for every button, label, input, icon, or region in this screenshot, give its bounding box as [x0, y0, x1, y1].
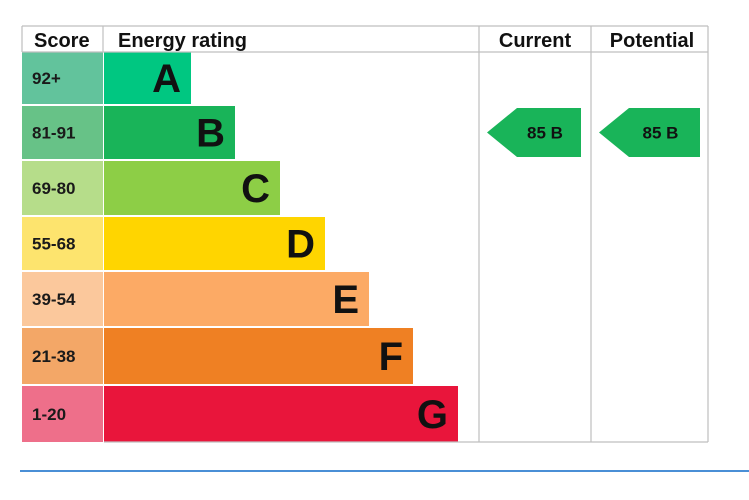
- band-letter-a: A: [152, 57, 181, 101]
- score-cell-b: [22, 106, 103, 159]
- score-label-c: 69-80: [32, 179, 75, 198]
- energy-rating-header: Energy rating: [118, 30, 247, 52]
- score-label-b: 81-91: [32, 124, 75, 143]
- score-label-f: 21-38: [32, 347, 75, 366]
- band-bar-f: [104, 328, 413, 384]
- current-arrow: [487, 108, 581, 157]
- score-label-d: 55-68: [32, 235, 75, 254]
- bottom-divider: [20, 470, 749, 472]
- bands-layer: 92+ A 81-91 B 69-80 C 55-68 D 39-54 E 21-38 F 1-20 G: [22, 52, 458, 442]
- score-cell-d: [22, 217, 103, 270]
- score-label-a: 92+: [32, 69, 61, 88]
- band-letter-g: G: [417, 393, 448, 437]
- band-bar-b: [104, 106, 235, 159]
- score-header: Score: [34, 30, 90, 52]
- score-cell-c: [22, 161, 103, 215]
- band-bar-g: [104, 386, 458, 442]
- score-cell-f: [22, 328, 103, 384]
- score-label-g: 1-20: [32, 405, 66, 424]
- band-letter-f: F: [379, 335, 403, 379]
- score-label-e: 39-54: [32, 290, 76, 309]
- potential-rating-label: 85 B: [643, 124, 679, 143]
- score-cell-g: [22, 386, 103, 442]
- band-bar-a: [104, 52, 191, 104]
- current-rating-label: 85 B: [527, 124, 563, 143]
- score-cell-e: [22, 272, 103, 326]
- band-bar-c: [104, 161, 280, 215]
- potential-header: Potential: [610, 30, 694, 52]
- band-bar-e: [104, 272, 369, 326]
- band-letter-b: B: [196, 112, 225, 156]
- current-header: Current: [499, 30, 572, 52]
- score-cell-a: [22, 52, 103, 104]
- band-letter-d: D: [286, 223, 315, 267]
- band-letter-c: C: [241, 167, 270, 211]
- band-letter-e: E: [332, 278, 359, 322]
- arrows-layer: 85 B 85 B: [487, 108, 700, 157]
- grid-layer: [21, 25, 709, 443]
- band-bar-d: [104, 217, 325, 270]
- potential-arrow: [599, 108, 700, 157]
